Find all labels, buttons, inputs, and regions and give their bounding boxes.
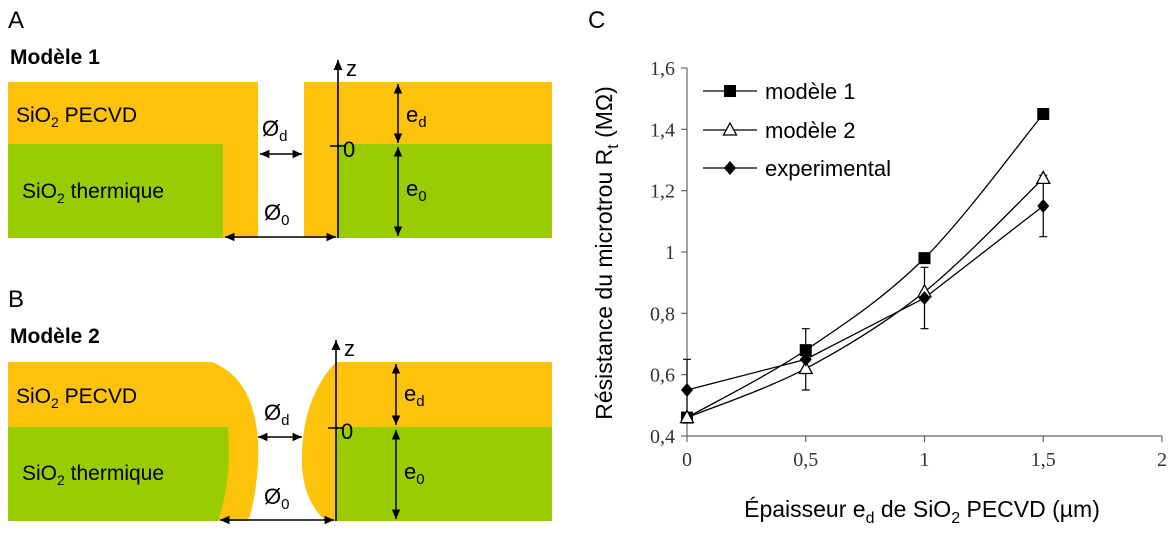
legend-label: modèle 1	[765, 79, 856, 104]
pecvd-layer-right	[304, 82, 552, 238]
y-tick-label: 0,4	[650, 426, 675, 448]
data-point-series-3	[918, 291, 931, 305]
legend-label: modèle 2	[765, 118, 856, 143]
panel-b: B Modèle 2 SiO2 PECVD SiO2 thermique z 0…	[8, 286, 552, 525]
zero-diameter-label: Ø0	[264, 200, 289, 229]
series-line-3	[686, 205, 1044, 391]
d-diameter-label: Ød	[264, 400, 289, 429]
origin-label: 0	[341, 419, 353, 444]
origin-label: 0	[343, 137, 355, 162]
data-point-series-3	[1037, 199, 1050, 213]
ed-label: ed	[406, 102, 427, 131]
thermal-oxide-right	[336, 427, 552, 521]
legend-label: experimental	[765, 156, 891, 181]
panel-c: C 0,4 0,6 0,8 1 1,2 1,4 1,6 0 0,5 1 1,5 2 modèle 1…	[588, 7, 1167, 527]
data-point-series-2	[679, 409, 695, 424]
thermal-oxide-right	[338, 144, 552, 238]
y-tick-label: 0,6	[650, 365, 675, 387]
zero-diameter-label: Ø0	[264, 484, 289, 513]
x-tick-label: 2	[1157, 449, 1167, 471]
data-point-series-3	[799, 352, 812, 367]
thermique-label: SiO2 thermique	[22, 180, 164, 206]
x-tick-label: 0,5	[793, 449, 818, 471]
y-tick-label: 1,6	[650, 58, 675, 80]
data-point-series-1	[799, 344, 812, 357]
y-axis-title: Résistance du microtrou Rt (MΩ)	[591, 86, 622, 420]
data-point-series-1	[918, 252, 931, 265]
series-line-1	[686, 113, 1044, 419]
e0-label: e0	[406, 176, 427, 205]
y-tick-label: 1	[665, 242, 675, 264]
panel-a-title: Modèle 1	[10, 46, 100, 69]
panel-a-label: A	[8, 7, 24, 34]
z-axis-label: z	[344, 336, 355, 361]
pecvd-layer-left	[8, 362, 259, 521]
pecvd-layer-right	[301, 362, 552, 521]
data-point-series-2	[798, 360, 814, 375]
panel-a: A Modèle 1 SiO2 PECVD SiO2 thermique z 0…	[8, 7, 552, 242]
y-tick-label: 1,4	[650, 119, 675, 141]
data-point-series-2	[1035, 170, 1051, 185]
x-tick-label: 1	[920, 449, 930, 471]
series-lines	[686, 113, 1044, 419]
y-tick-label: 1,2	[650, 181, 675, 203]
x-tick-label: 1,5	[1031, 449, 1056, 471]
legend: modèle 1 modèle 2 experimental	[703, 79, 891, 181]
x-tick-label: 0	[682, 449, 692, 471]
pecvd-label: SiO2 PECVD	[16, 385, 137, 411]
legend-marker	[724, 85, 736, 97]
panel-b-label: B	[8, 286, 24, 313]
pecvd-layer-left	[8, 82, 258, 238]
legend-marker	[722, 121, 738, 136]
d-diameter-label: Ød	[262, 116, 287, 145]
thermal-oxide-left	[8, 427, 248, 521]
x-ticks: 0 0,5 1 1,5 2	[682, 436, 1167, 471]
z-axis-label: z	[346, 56, 357, 81]
panel-c-label: C	[588, 7, 605, 34]
panel-b-title: Modèle 2	[10, 325, 100, 348]
x-axis-title: Épaisseur ed de SiO2 PECVD (µm)	[744, 496, 1100, 527]
error-bars	[683, 174, 1048, 422]
thermique-label: SiO2 thermique	[22, 462, 164, 488]
y-tick-label: 0,8	[650, 303, 675, 325]
data-point-series-1	[1037, 108, 1050, 120]
data-point-series-3	[681, 383, 693, 397]
ed-label: ed	[404, 381, 425, 410]
legend-marker	[724, 161, 736, 175]
e0-label: e0	[404, 459, 425, 488]
series-markers	[679, 108, 1051, 424]
series-line-2	[686, 177, 1044, 419]
pecvd-label: SiO2 PECVD	[16, 104, 137, 130]
y-ticks: 0,4 0,6 0,8 1 1,2 1,4 1,6	[650, 58, 687, 448]
thermal-oxide-left	[8, 144, 223, 238]
